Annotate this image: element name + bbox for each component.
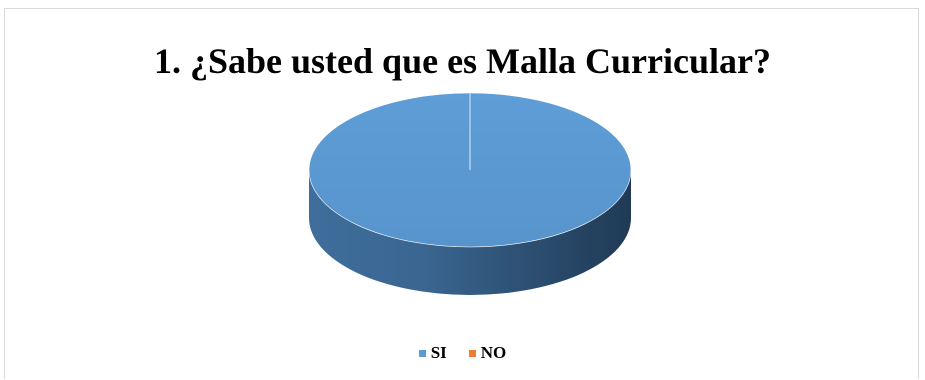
pie-chart — [308, 92, 632, 295]
chart-area: 1. ¿Sabe usted que es Malla Curricular? … — [4, 8, 919, 379]
chart-legend: SI NO — [5, 343, 920, 363]
chart-title: 1. ¿Sabe usted que es Malla Curricular? — [154, 41, 771, 81]
legend-swatch-no — [468, 349, 476, 357]
legend-label-no: NO — [480, 343, 507, 362]
pie-side-wall — [309, 170, 631, 295]
legend-item-si: SI — [418, 343, 447, 363]
legend-label-si: SI — [430, 343, 447, 362]
legend-swatch-si — [418, 349, 426, 357]
legend-item-no: NO — [468, 343, 507, 363]
